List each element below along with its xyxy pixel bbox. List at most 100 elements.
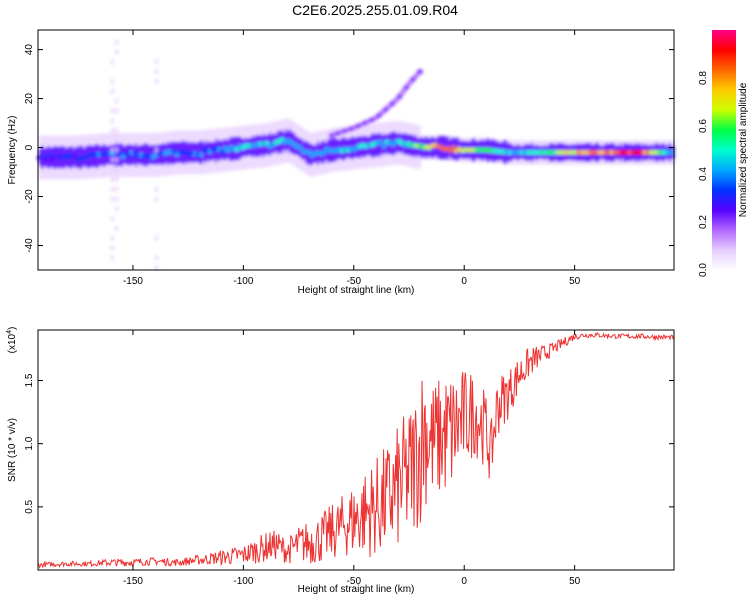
colorbar-gradient-bar — [712, 30, 736, 270]
spectrogram-streak-cell — [110, 78, 114, 84]
spectrogram-band-cell — [379, 132, 381, 157]
spectrogram-x-tick-label: -150 — [123, 276, 143, 287]
spectrogram-streak-cell — [155, 265, 159, 271]
spectrogram-ridge-cell — [123, 150, 129, 155]
snr-y-axis: 0.5 1.0 1.5 — [24, 373, 674, 514]
spectrogram-ridge-cell — [72, 154, 78, 160]
spectrogram-band-cell — [199, 140, 201, 164]
spectrogram-streak-cell — [110, 88, 114, 94]
spectrogram-streak-cell — [155, 255, 159, 261]
spectrogram-ridge-cell — [219, 150, 225, 155]
spectrogram-streak-cell — [115, 167, 119, 173]
snr-y-label: SNR (10 * v/v) — [7, 418, 18, 482]
snr-y-multiplier: (x104) — [6, 327, 18, 354]
spectrogram-streak-cell — [115, 206, 119, 212]
snr-panel: -150 -100 -50 0 50 0.5 1.0 1.5 Height of strai… — [6, 327, 675, 595]
spectrogram-ridge-cell — [390, 142, 396, 147]
spectrogram-ridge-cell — [198, 152, 204, 157]
spectrogram-panel: -150 -100 -50 0 50 -40 -20 0 20 40 Height of str… — [7, 29, 675, 296]
spectrogram-streak-cell — [110, 59, 114, 65]
spectrogram-streak-cell — [155, 69, 159, 75]
spectrogram-band-cell — [301, 138, 303, 160]
spectrogram-band-cell — [377, 133, 379, 157]
colorbar-tick-label: 0.2 — [698, 215, 709, 229]
spectrogram-ridge-cell — [216, 147, 222, 152]
snr-y-tick-label: 0.5 — [24, 499, 35, 513]
colorbar-tick-label: 0.8 — [698, 71, 709, 85]
spectrogram-band-cell — [91, 145, 93, 168]
spectrogram-band-cell — [133, 145, 135, 165]
spectrogram-ridge-cell — [42, 156, 48, 162]
spectrogram-band-cell — [125, 145, 127, 165]
figure-title: C2E6.2025.255.01.09.R04 — [292, 2, 458, 18]
colorbar-tick-label: 0.6 — [698, 119, 709, 133]
spectrogram-streak-cell — [110, 108, 114, 114]
spectrogram-x-tick-label: -100 — [233, 276, 253, 287]
snr-frame — [37, 329, 675, 571]
spectrogram-marks — [36, 39, 675, 271]
spectrogram-streak-cell — [155, 196, 159, 202]
spectrogram-band-cell — [215, 138, 217, 163]
colorbar-ticks: 0.0 0.2 0.4 0.6 0.8 — [698, 71, 709, 277]
spectrogram-streak-cell — [110, 245, 114, 251]
snr-plot-area — [38, 330, 674, 570]
spectrogram-band-cell — [127, 144, 129, 166]
spectrogram-ridge-cell — [450, 145, 456, 150]
spectrogram-streak-cell — [110, 235, 114, 241]
spectrogram-branch-cell — [417, 69, 424, 75]
spectrogram-streak-cell — [115, 137, 119, 143]
spectrogram-streak-cell — [110, 157, 114, 163]
snr-x-tick-label: 50 — [569, 576, 581, 587]
spectrogram-ridge-cell — [264, 141, 270, 146]
spectrogram-x-label: Height of straight line (km) — [298, 285, 415, 296]
spectrogram-streak-cell — [155, 59, 159, 65]
spectrogram-streak-cell — [110, 255, 114, 261]
spectrogram-streak-cell — [110, 186, 114, 192]
spectrogram-streak-cell — [115, 157, 119, 163]
spectrogram-streak-cell — [110, 167, 114, 173]
spectrogram-ridge-cell — [171, 149, 177, 154]
spectrogram-y-axis: -40 -20 0 20 40 — [24, 44, 674, 253]
spectrogram-ridge-cell — [447, 148, 453, 153]
spectrogram-y-tick-label: 20 — [24, 93, 35, 105]
spectrogram-ridge-cell — [381, 143, 387, 149]
snr-y-multiplier-base: (x10 — [7, 333, 18, 353]
spectrogram-streak-cell — [115, 196, 119, 202]
spectrogram-ridge-cell — [117, 151, 123, 157]
spectrogram-ridge-cell — [60, 155, 66, 161]
spectrogram-band-cell — [105, 145, 107, 166]
spectrogram-y-label: Frequency (Hz) — [7, 116, 18, 185]
spectrogram-streak-cell — [110, 216, 114, 222]
spectrogram-ridge-cell — [306, 150, 312, 155]
spectrogram-ridge-cell — [321, 150, 327, 155]
spectrogram-ridge-cell — [132, 150, 138, 155]
spectrogram-y-tick-label: 0 — [24, 144, 35, 150]
spectrogram-streak-cell — [110, 127, 114, 133]
spectrogram-streak-cell — [155, 235, 159, 241]
spectrogram-streak-cell — [110, 176, 114, 182]
colorbar-tick-label: 0.4 — [698, 167, 709, 181]
spectrogram-y-tick-label: -20 — [24, 189, 35, 204]
spectrogram-band-cell — [129, 144, 131, 166]
snr-x-tick-label: -150 — [123, 576, 143, 587]
spectrogram-streak-cell — [115, 49, 119, 55]
spectrogram-band-cell — [449, 139, 451, 157]
spectrogram-streak-cell — [155, 147, 159, 153]
spectrogram-ridge-cell — [225, 148, 231, 153]
spectrogram-x-axis: -150 -100 -50 0 50 — [123, 30, 581, 287]
snr-y-tick-label: 1.0 — [24, 436, 35, 450]
spectrogram-band-cell — [135, 142, 137, 167]
spectrogram-band-cell — [201, 140, 203, 165]
spectrogram-streak-cell — [110, 147, 114, 153]
spectrogram-streak-cell — [115, 225, 119, 231]
spectrogram-band-cell — [381, 135, 383, 154]
spectrogram-ridge-cell — [378, 139, 384, 145]
snr-y-tick-label: 1.5 — [24, 373, 35, 387]
spectrogram-band-cell — [65, 147, 67, 167]
spectrogram-y-tick-label: 40 — [24, 44, 35, 56]
spectrogram-x-tick-label: 50 — [569, 276, 581, 287]
spectrogram-streak-cell — [115, 147, 119, 153]
spectrogram-streak-cell — [115, 127, 119, 133]
spectrogram-ridge-cell — [234, 147, 240, 152]
